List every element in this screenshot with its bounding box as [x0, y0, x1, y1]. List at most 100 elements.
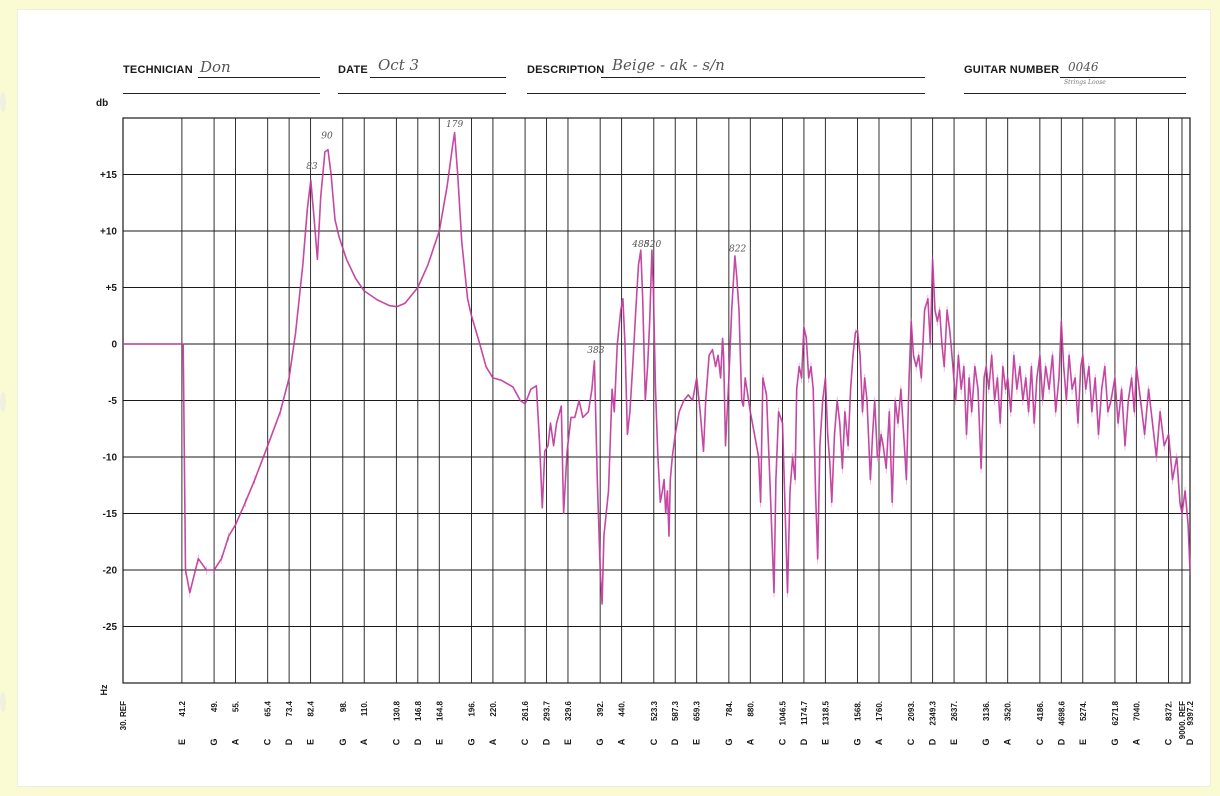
- y-axis-label: db: [96, 98, 109, 109]
- x-note-label: A: [231, 738, 241, 745]
- x-note-label: E: [563, 739, 573, 745]
- x-note-label: D: [799, 738, 809, 745]
- x-tick-label: 49.: [210, 701, 219, 712]
- y-tick-label: -10: [103, 453, 118, 464]
- x-tick-label: 1318.5: [821, 700, 830, 725]
- x-tick-label: 2093.: [907, 701, 916, 721]
- x-tick-label: 587.3: [671, 700, 680, 721]
- x-tick-label: 146.8: [414, 700, 423, 721]
- x-note-label: E: [306, 739, 316, 745]
- peak-annotation: 383: [587, 346, 604, 356]
- x-note-label: E: [949, 739, 959, 745]
- description-label: DESCRIPTION: [527, 64, 605, 76]
- x-note-label: E: [692, 739, 702, 745]
- x-note-label: E: [434, 739, 444, 745]
- description-line: [601, 77, 925, 78]
- guitar-number-note: Strings Loose: [1064, 79, 1106, 86]
- date-line-2: [338, 93, 506, 94]
- x-note-label: A: [488, 738, 498, 745]
- technician-line-2: [123, 93, 320, 94]
- x-note-label: D: [928, 738, 938, 745]
- technician-line: [198, 77, 320, 78]
- x-tick-label: 82.4: [307, 700, 316, 716]
- x-tick-label: 220.: [489, 701, 498, 717]
- x-tick-label: 293.7: [543, 700, 552, 721]
- punch-hole: [0, 692, 6, 712]
- peak-annotation: 83: [306, 162, 318, 172]
- x-note-label: D: [1056, 738, 1066, 745]
- x-note-label: C: [1164, 738, 1174, 745]
- x-note-label: C: [391, 738, 401, 745]
- peak-annotation: 179: [446, 120, 463, 130]
- x-tick-label: 523.3: [650, 700, 659, 721]
- y-tick-label: +5: [106, 283, 118, 294]
- x-tick-label: 1760.: [875, 701, 884, 721]
- peak-annotation: 90: [321, 131, 333, 141]
- x-note-label: A: [359, 738, 369, 745]
- x-note-label: A: [874, 738, 884, 745]
- x-tick-label: 65.4: [264, 700, 273, 716]
- x-note-label: C: [1035, 738, 1045, 745]
- x-tick-label: 5274.: [1079, 701, 1088, 721]
- x-note-label: G: [981, 738, 991, 745]
- x-note-label: A: [745, 738, 755, 745]
- x-note-label: E: [177, 739, 187, 745]
- x-note-label: D: [670, 738, 680, 745]
- x-tick-label: 261.6: [521, 700, 530, 721]
- x-note-label: D: [542, 738, 552, 745]
- x-note-label: D: [284, 738, 294, 745]
- technician-value: Don: [200, 58, 231, 76]
- x-note-label: A: [1003, 738, 1013, 745]
- peak-annotation: 488: [631, 240, 649, 250]
- x-tick-label: 784.: [725, 701, 734, 717]
- x-tick-label: 659.3: [693, 700, 702, 721]
- x-tick-label: 6271.8: [1111, 700, 1120, 725]
- x-tick-label: 3520.: [1004, 701, 1013, 721]
- x-axis-label: Hz: [99, 684, 109, 695]
- x-tick-label: 41.2: [178, 700, 187, 716]
- x-tick-label: 55.: [232, 701, 241, 712]
- x-note-label: C: [520, 738, 530, 745]
- x-tick-label: 196.: [467, 701, 476, 717]
- description-line-2: [527, 93, 925, 94]
- x-tick-label: 4186.: [1036, 701, 1045, 721]
- description-value: Beige - ak - s/n: [612, 56, 725, 74]
- response-trace: [123, 131, 1191, 605]
- x-tick-label: 8372.: [1165, 701, 1174, 721]
- x-note-label: C: [649, 738, 659, 745]
- x-note-label: G: [466, 738, 476, 745]
- x-tick-label: 7040.: [1132, 701, 1141, 721]
- date-line: [370, 77, 506, 78]
- x-tick-label: 1568.: [854, 701, 863, 721]
- x-note-label: C: [777, 738, 787, 745]
- x-note-label: G: [595, 738, 605, 745]
- x-note-label: G: [338, 738, 348, 745]
- x-tick-label: 3136.: [982, 701, 991, 721]
- x-tick-label: 880.: [746, 701, 755, 717]
- x-note-label: A: [1131, 738, 1141, 745]
- punch-hole: [0, 392, 6, 412]
- peak-annotation: 822: [729, 244, 746, 254]
- date-value: Oct 3: [378, 56, 420, 74]
- guitar-number-value: 0046: [1068, 60, 1099, 74]
- punch-hole: [0, 92, 6, 112]
- x-note-label: D: [413, 738, 423, 745]
- x-note-label: G: [724, 738, 734, 745]
- y-tick-label: -25: [103, 622, 118, 633]
- x-tick-label: 73.4: [285, 700, 294, 716]
- y-tick-label: -5: [108, 396, 117, 407]
- x-note-label: D: [1185, 738, 1195, 745]
- x-note-label: C: [263, 738, 273, 745]
- peak-annotation: 520: [644, 240, 661, 250]
- x-note-label: G: [1110, 738, 1120, 745]
- x-note-label: G: [209, 738, 219, 745]
- x-tick-label: 4698.6: [1057, 700, 1066, 725]
- x-tick-label: 130.8: [392, 700, 401, 721]
- y-tick-label: -20: [103, 566, 118, 577]
- x-note-label: A: [617, 738, 627, 745]
- x-tick-label: 1046.5: [778, 700, 787, 725]
- y-tick-label: 0: [111, 340, 117, 351]
- technician-label: TECHNICIAN: [123, 64, 193, 76]
- guitar-number-line-2: [964, 93, 1186, 94]
